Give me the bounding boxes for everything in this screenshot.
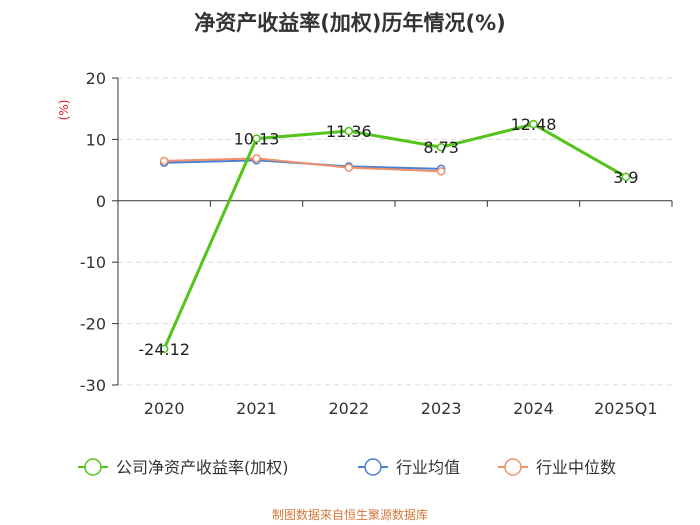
series-line-0 [162,122,627,350]
source-note: 制图数据来自恒生聚源数据库 [272,507,428,522]
legend-marker [84,458,102,476]
x-tick-label: 2022 [328,399,369,418]
legend-item: 行业均值 [358,458,460,477]
legend-item: 公司净资产收益率(加权) [78,458,289,477]
series-lines [159,119,631,354]
data-label: 8.73 [423,138,459,157]
x-tick-label: 2021 [236,399,277,418]
data-label: 10.13 [234,130,280,149]
y-tick-label: -10 [80,253,106,272]
data-point [621,172,631,182]
grid-lines [118,77,672,386]
y-axis-label: (%) [57,100,71,121]
axes: 20 10 0 -10 -20 -30 2020 2021 2022 2023 2024 2025Q1 [80,69,673,418]
data-label: 12.48 [511,115,557,134]
data-point [436,142,446,152]
chart-title: 净资产收益率(加权)历年情况(%) [194,11,505,35]
data-point [159,344,169,354]
x-tick-label: 2024 [513,399,554,418]
data-point [252,134,261,143]
data-point [159,156,169,166]
data-point [344,126,354,136]
data-point [529,119,538,129]
data-labels: -24.12 10.13 11.36 8.73 12.48 3.9 [138,115,638,359]
legend-marker [364,458,382,476]
data-label: -24.12 [138,340,190,359]
data-point [344,163,354,172]
data-label: 11.36 [326,122,372,141]
legend-label: 行业均值 [396,458,460,477]
y-tick-label: -30 [80,376,106,395]
y-tick-label: 10 [86,130,106,149]
series-line-1 [164,159,442,170]
legend-item: 行业中位数 [498,458,616,477]
legend-marker [504,458,522,476]
y-tick-label: -20 [80,315,106,334]
data-point [436,167,446,176]
data-label: 3.9 [613,168,638,187]
x-tick-label: 2025Q1 [594,399,658,418]
series-line-2 [164,157,442,173]
data-point [252,154,261,163]
y-tick-label: 0 [96,192,106,211]
legend-label: 公司净资产收益率(加权) [116,458,289,477]
x-tick-label: 2020 [144,399,185,418]
legend: 公司净资产收益率(加权) 行业均值 行业中位数 [78,458,616,477]
x-tick-label: 2023 [421,399,462,418]
y-tick-label: 20 [86,69,106,88]
legend-label: 行业中位数 [536,458,616,477]
